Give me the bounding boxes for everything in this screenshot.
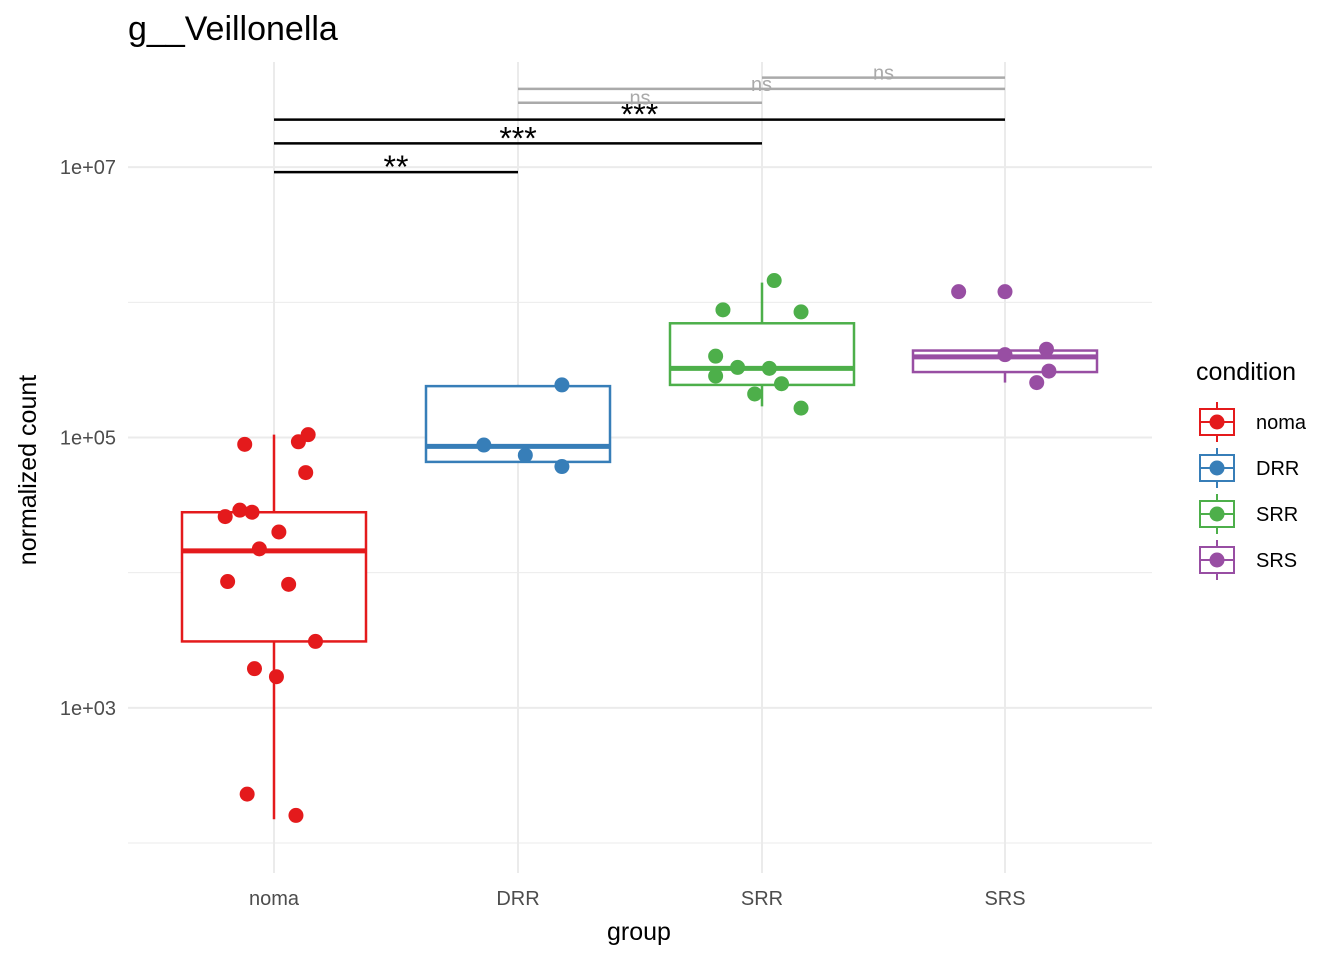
data-point: [708, 348, 724, 364]
legend: condition noma DRR SRR SRS: [1196, 358, 1307, 580]
x-tick-labels: noma DRR SRR SRS: [249, 888, 1026, 910]
significance-label: ns: [629, 88, 650, 110]
data-point: [251, 541, 267, 557]
box-iqr: [424, 384, 612, 464]
data-point: [793, 304, 809, 320]
significance-label: ***: [499, 120, 536, 156]
x-tick-label: SRR: [741, 888, 783, 910]
data-point: [239, 786, 255, 802]
significance-label: **: [384, 149, 409, 185]
legend-entry-noma: noma: [1199, 402, 1307, 442]
data-point: [997, 347, 1013, 363]
legend-key-point: [1209, 460, 1225, 476]
box-DRR: [424, 384, 612, 464]
legend-key-point: [1209, 414, 1225, 430]
legend-label: SRS: [1256, 550, 1297, 572]
legend-label: DRR: [1256, 458, 1299, 480]
data-point: [232, 502, 248, 518]
legend-entry-SRS: SRS: [1199, 540, 1297, 580]
data-point: [774, 376, 790, 392]
y-tick-label: 1e+05: [60, 428, 116, 450]
data-point: [766, 273, 782, 289]
data-point: [761, 360, 777, 376]
data-point: [281, 576, 297, 592]
data-point: [300, 427, 316, 443]
data-point: [288, 807, 304, 823]
legend-key-point: [1209, 552, 1225, 568]
chart-title: g__Veillonella: [128, 10, 338, 48]
data-point: [244, 504, 260, 520]
data-point: [1038, 341, 1054, 357]
data-point: [517, 447, 533, 463]
data-points: [217, 273, 1057, 823]
data-point: [793, 400, 809, 416]
legend-label: noma: [1256, 412, 1307, 434]
data-point: [307, 633, 323, 649]
data-point: [708, 368, 724, 384]
data-point: [237, 436, 253, 452]
data-point: [217, 509, 233, 525]
data-point: [1029, 375, 1045, 391]
y-tick-label: 1e+07: [60, 157, 116, 179]
legend-entry-SRR: SRR: [1199, 494, 1298, 534]
data-point: [220, 574, 236, 590]
data-point: [271, 524, 287, 540]
box-noma: [180, 434, 368, 820]
y-axis-title: normalized count: [14, 375, 42, 565]
legend-title: condition: [1196, 358, 1296, 386]
x-tick-label: noma: [249, 888, 300, 910]
box-SRR: [668, 282, 856, 407]
x-axis-title: group: [607, 918, 671, 946]
data-point: [951, 284, 967, 300]
y-tick-labels: 1e+03 1e+05 1e+07: [60, 157, 116, 720]
legend-entry-DRR: DRR: [1199, 448, 1299, 488]
data-point: [246, 661, 262, 677]
x-tick-label: DRR: [496, 888, 539, 910]
data-point: [730, 359, 746, 375]
data-point: [554, 459, 570, 475]
data-point: [476, 437, 492, 453]
x-tick-label: SRS: [984, 888, 1025, 910]
data-point: [1041, 363, 1057, 379]
grid: [128, 62, 1152, 873]
legend-key-point: [1209, 506, 1225, 522]
legend-label: SRR: [1256, 504, 1298, 526]
data-point: [268, 669, 284, 685]
significance-label: ns: [873, 63, 894, 85]
data-point: [715, 302, 731, 318]
boxes: [180, 282, 1099, 820]
box-iqr: [668, 322, 856, 387]
data-point: [997, 284, 1013, 300]
y-tick-label: 1e+03: [60, 698, 116, 720]
data-point: [747, 386, 763, 402]
data-point: [298, 465, 314, 481]
significance-label: ns: [751, 74, 772, 96]
data-point: [554, 377, 570, 393]
